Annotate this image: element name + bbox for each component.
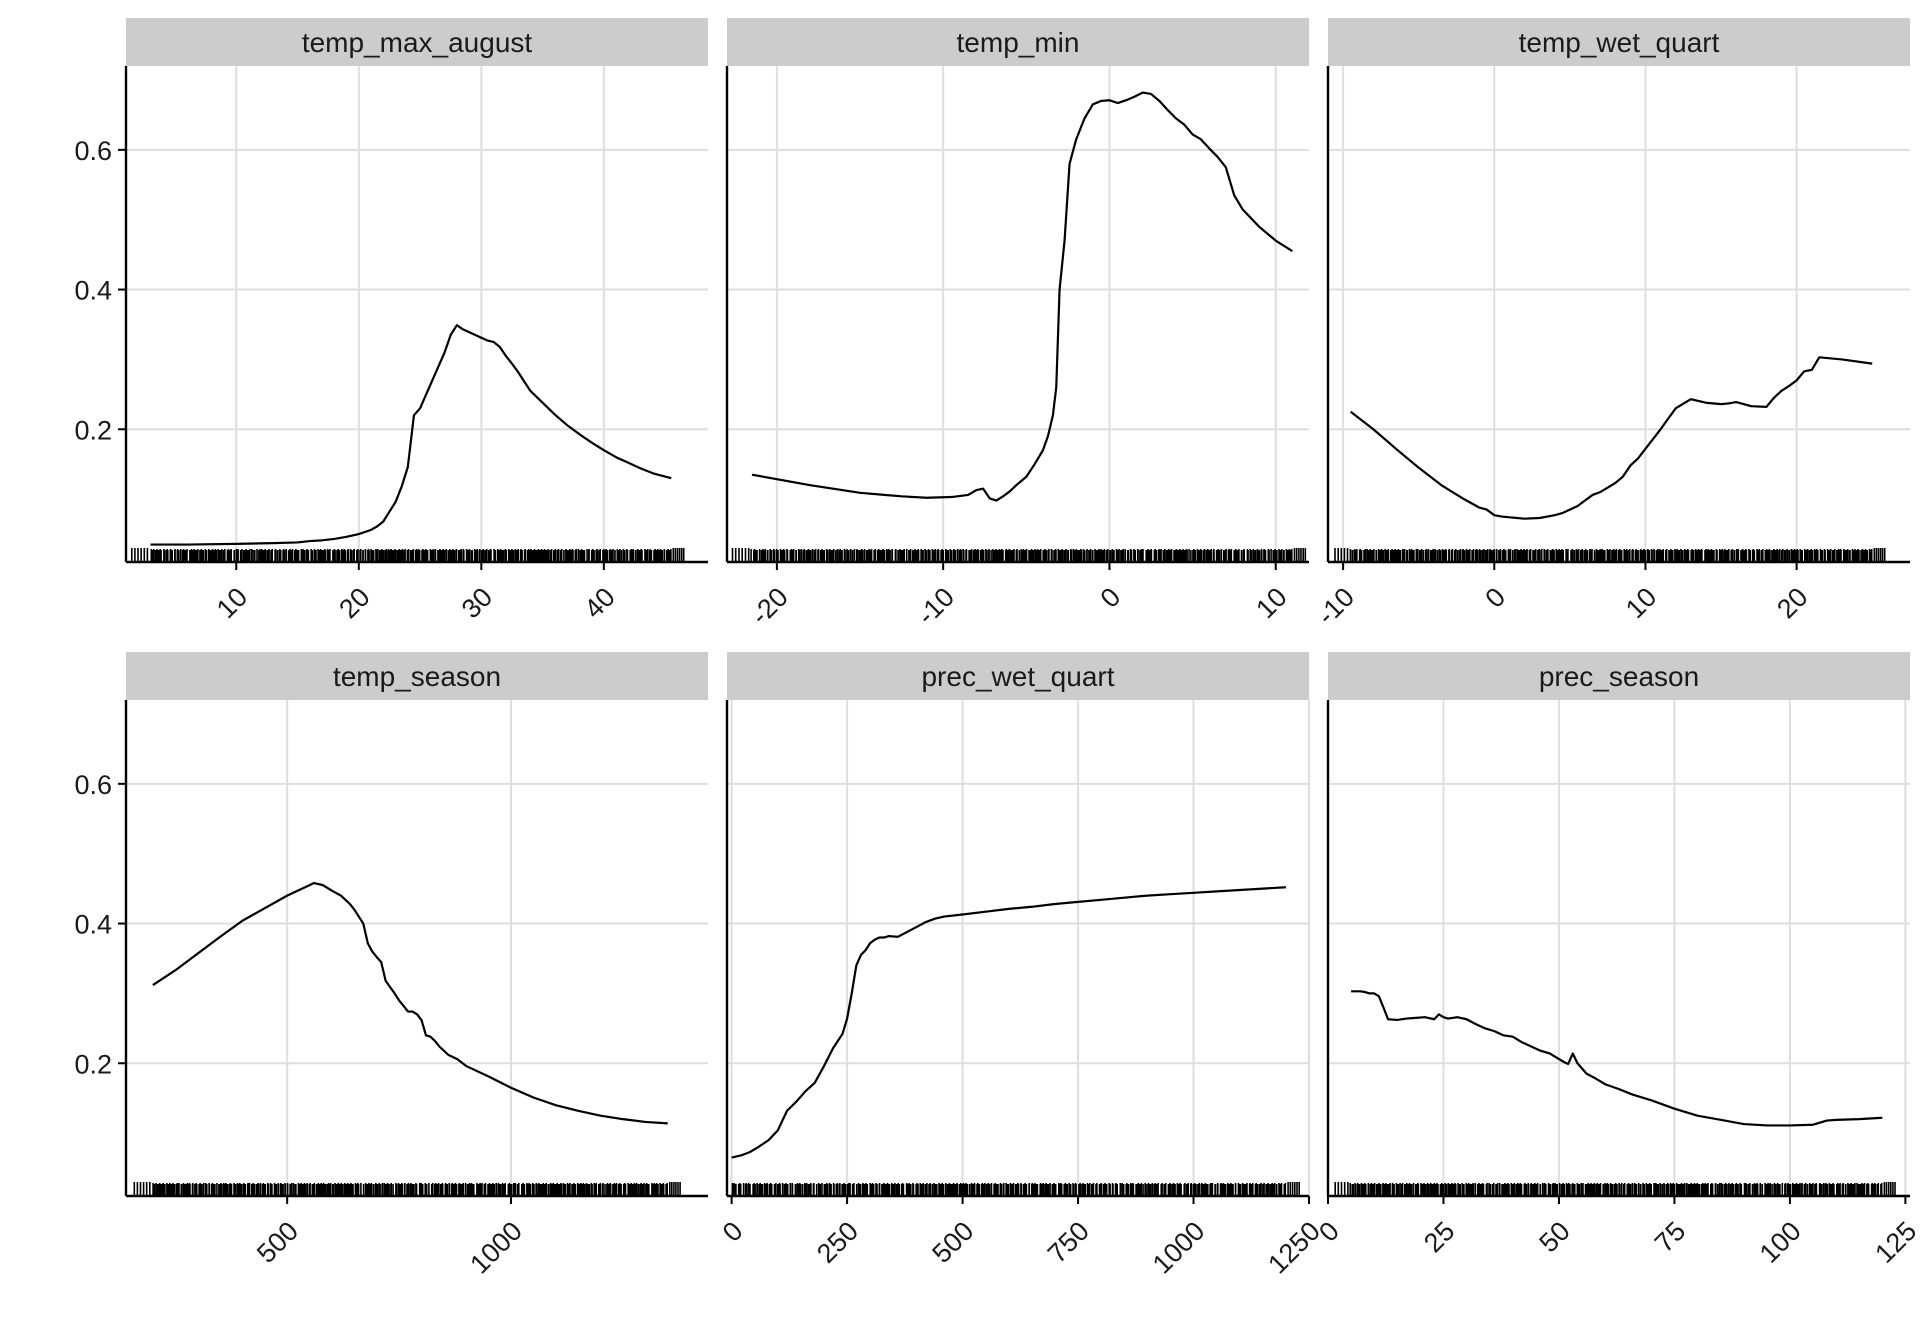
x-tick-label: 20	[1771, 582, 1813, 624]
series-line	[152, 881, 668, 1125]
rug-marks	[1334, 1182, 1896, 1196]
facet-panel: temp_wet_quart -10 0 10 20	[1311, 18, 1910, 631]
x-tick-label: 25	[1418, 1216, 1460, 1258]
rug-marks	[731, 548, 1307, 562]
x-tick-label: 20	[333, 582, 375, 624]
facet-panels: temp_max_august 10 20 30 40 0.2 0.4 0.6 temp_min…	[74, 18, 1920, 1279]
x-tick-label: 0	[1479, 582, 1511, 614]
x-tick-label: 0	[717, 1216, 749, 1248]
series-line	[731, 886, 1286, 1159]
facet-panel: temp_max_august 10 20 30 40 0.2 0.4 0.6	[74, 18, 708, 624]
facet-strip	[1328, 18, 1910, 66]
y-tick-label: 0.2	[74, 1049, 112, 1079]
facet-strip-title: prec_wet_quart	[921, 661, 1114, 692]
x-tick-label: 1000	[1147, 1216, 1211, 1280]
facet-strip	[126, 18, 708, 66]
x-tick-label: -10	[1311, 582, 1360, 631]
x-tick-label: -10	[911, 582, 960, 631]
series-line	[1351, 990, 1883, 1127]
y-tick-label: 0.4	[74, 910, 112, 940]
y-tick-label: 0.6	[74, 770, 112, 800]
facet-strip-title: temp_season	[333, 661, 501, 692]
series-line	[150, 324, 672, 546]
y-tick-label: 0.4	[74, 276, 112, 306]
facet-panel: temp_min -20 -10 0 10	[725, 18, 1309, 631]
x-tick-label: 250	[811, 1216, 864, 1269]
y-tick-label: 0.2	[74, 415, 112, 445]
x-tick-label: 125	[1869, 1216, 1920, 1269]
facet-strip	[727, 18, 1309, 66]
x-tick-label: 75	[1649, 1216, 1691, 1258]
x-tick-label: 30	[456, 582, 498, 624]
x-tick-label: 500	[926, 1216, 979, 1269]
x-tick-label: 1000	[464, 1216, 528, 1280]
x-tick-label: 50	[1533, 1216, 1575, 1258]
facet-strip	[727, 652, 1309, 700]
x-tick-label: -20	[745, 582, 794, 631]
rug-marks	[133, 1182, 681, 1196]
x-tick-label: 100	[1754, 1216, 1807, 1269]
series-line	[751, 91, 1293, 502]
x-tick-label: 10	[1620, 582, 1662, 624]
facet-panel: temp_season 500 1000 0.2 0.4 0.6	[74, 652, 708, 1279]
x-tick-label: 750	[1042, 1216, 1095, 1269]
facet-strip	[126, 652, 708, 700]
rug-marks	[1334, 548, 1886, 562]
y-tick-label: 0.6	[74, 136, 112, 166]
facet-strip-title: prec_season	[1539, 661, 1699, 692]
facet-strip-title: temp_max_august	[302, 27, 533, 58]
facet-strip-title: temp_wet_quart	[1519, 27, 1720, 58]
x-tick-label: 0	[1095, 582, 1127, 614]
facet-strip	[1328, 652, 1910, 700]
facet-strip-title: temp_min	[957, 27, 1080, 58]
x-tick-label: 10	[1250, 582, 1292, 624]
x-tick-label: 500	[251, 1216, 304, 1269]
rug-marks	[731, 1182, 1300, 1196]
x-tick-label: 10	[211, 582, 253, 624]
series-line	[1350, 356, 1873, 520]
x-tick-label: 40	[578, 582, 620, 624]
rug-marks	[131, 548, 685, 562]
